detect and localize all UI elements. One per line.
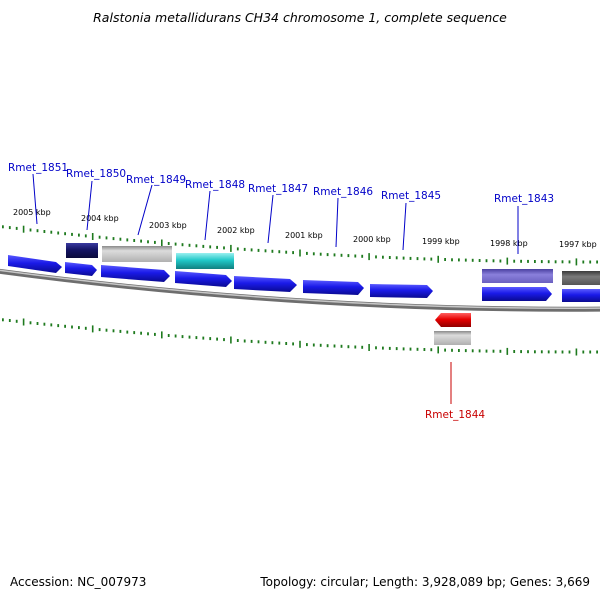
gene-label-rmet-1845[interactable]: Rmet_1845 <box>381 190 441 202</box>
cds-arrow-rmet-1846[interactable] <box>303 280 364 295</box>
gene-label-rmet-1848[interactable]: Rmet_1848 <box>185 179 245 191</box>
cds-arrow-partial-right[interactable] <box>562 289 600 302</box>
cds-arrow-rmet-1843[interactable] <box>482 287 552 301</box>
leader-line-rmet-1849 <box>137 184 153 236</box>
gene-label-rmet-1850[interactable]: Rmet_1850 <box>66 168 126 180</box>
scale-label-2003: 2003 kbp <box>149 221 187 230</box>
leader-line-rmet-1848 <box>204 190 211 241</box>
cds-arrow-rmet-1847[interactable] <box>234 276 297 292</box>
leader-line-rmet-1846 <box>335 197 339 248</box>
cds-arrow-rmet-1848[interactable] <box>175 271 232 287</box>
feature-track-1 <box>66 243 600 285</box>
label-leader-lines <box>32 173 519 404</box>
scale-label-1999: 1999 kbp <box>422 237 460 246</box>
feature-block-rmet-1850[interactable] <box>66 243 98 258</box>
scale-label-2000: 2000 kbp <box>353 235 391 244</box>
scale-label-2004: 2004 kbp <box>81 214 119 223</box>
gene-label-rmet-1843[interactable]: Rmet_1843 <box>494 193 554 205</box>
leader-line-rmet-1845 <box>402 202 407 251</box>
gene-labels: Rmet_1851 Rmet_1850 Rmet_1849 Rmet_1848 … <box>8 162 554 421</box>
topology-text: Topology: circular; Length: 3,928,089 bp… <box>260 575 590 589</box>
outer-scale-ticks <box>2 225 598 266</box>
cds-arrow-rmet-1845[interactable] <box>370 284 433 298</box>
map-title: Ralstonia metallidurans CH34 chromosome … <box>93 10 507 25</box>
scale-label-1998: 1998 kbp <box>490 239 528 248</box>
leader-line-rmet-1850 <box>86 180 93 231</box>
cds-arrow-rmet-1844[interactable] <box>435 313 471 327</box>
feature-block-rmet-1849[interactable] <box>102 246 172 262</box>
feature-block-rmet-1843[interactable] <box>482 269 553 283</box>
scale-label-2001: 2001 kbp <box>285 231 323 240</box>
feature-block-rmet-1848[interactable] <box>176 253 234 269</box>
scale-label-1997: 1997 kbp <box>559 240 597 249</box>
gene-label-rmet-1847[interactable]: Rmet_1847 <box>248 183 308 195</box>
gene-label-rmet-1844[interactable]: Rmet_1844 <box>425 409 485 421</box>
feature-block-partial-right[interactable] <box>562 271 600 285</box>
cds-arrow-rmet-1851[interactable] <box>8 255 62 273</box>
chromosome-backbone <box>0 268 600 312</box>
leader-line-rmet-1847 <box>267 194 274 244</box>
cds-track-minus <box>434 313 471 345</box>
cds-track-plus <box>8 255 600 302</box>
chromosome-backbone-highlight <box>0 269 600 309</box>
gene-label-rmet-1851[interactable]: Rmet_1851 <box>8 162 68 174</box>
scale-label-2002: 2002 kbp <box>217 226 255 235</box>
inner-scale-ticks <box>2 318 598 356</box>
gene-label-rmet-1846[interactable]: Rmet_1846 <box>313 186 373 198</box>
feature-block-rmet-1844[interactable] <box>434 331 471 345</box>
cds-arrow-rmet-1850[interactable] <box>65 262 97 276</box>
scale-label-2005: 2005 kbp <box>13 208 51 217</box>
cds-arrow-rmet-1849[interactable] <box>101 265 170 282</box>
leader-line-rmet-1851 <box>32 173 38 225</box>
scale-labels: 2005 kbp 2004 kbp 2003 kbp 2002 kbp 2001… <box>13 208 597 249</box>
accession-text: Accession: NC_007973 <box>10 575 147 589</box>
gene-label-rmet-1849[interactable]: Rmet_1849 <box>126 174 186 186</box>
